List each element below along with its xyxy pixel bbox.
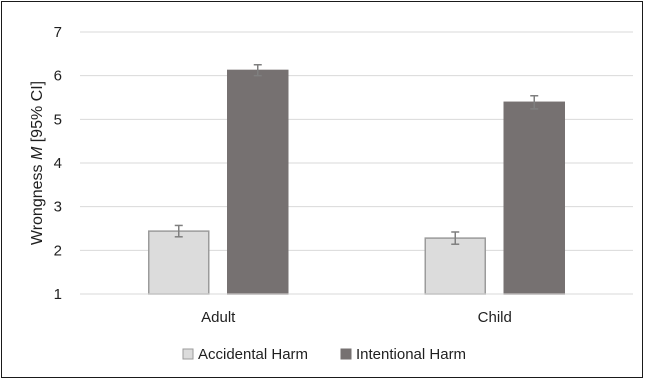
y-tick-label: 3 <box>54 199 62 216</box>
y-axis-ticks: 1 2 3 4 5 6 7 <box>54 24 62 303</box>
y-tick-label: 4 <box>54 155 62 172</box>
category-labels: Adult Child <box>201 309 512 326</box>
y-tick-label: 6 <box>54 68 62 85</box>
legend-label: Intentional Harm <box>356 346 466 363</box>
legend-label: Accidental Harm <box>198 346 308 363</box>
bar <box>503 101 565 295</box>
error-bars <box>174 64 539 245</box>
x-category-label: Child <box>478 309 512 326</box>
legend-item: Intentional Harm <box>340 346 466 363</box>
legend-item: Accidental Harm <box>182 346 308 363</box>
y-tick-label: 5 <box>54 111 62 128</box>
bar <box>227 69 289 295</box>
bar <box>424 237 486 295</box>
legend-swatch <box>340 348 352 360</box>
y-tick-label: 7 <box>54 24 62 41</box>
y-tick-label: 1 <box>54 286 62 303</box>
error-bar <box>174 224 183 238</box>
error-bar <box>451 231 460 245</box>
bar <box>148 230 210 295</box>
legend: Accidental Harm Intentional Harm <box>182 346 466 363</box>
y-axis-label: Wrongness M [95% CI] <box>29 81 46 245</box>
bars <box>148 69 565 295</box>
y-tick-label: 2 <box>54 242 62 259</box>
error-bar <box>253 64 262 77</box>
legend-swatch <box>182 348 194 360</box>
x-category-label: Adult <box>201 309 236 326</box>
error-bar <box>530 95 539 110</box>
